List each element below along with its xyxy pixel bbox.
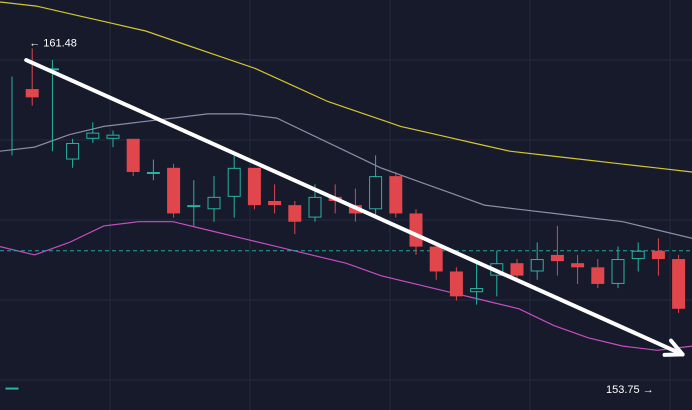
candle-body [126, 138, 140, 172]
candle-body [571, 263, 585, 268]
candle-body [25, 89, 39, 98]
candle-body [86, 132, 100, 139]
candle-body [470, 288, 484, 293]
lower-band-line [0, 221, 692, 351]
candles [5, 48, 686, 390]
candle-body [611, 259, 625, 284]
candle-body [66, 142, 80, 160]
candle-body [510, 263, 524, 276]
candle-body [591, 267, 605, 284]
upper-band-line [0, 1, 692, 173]
bollinger-bands [0, 1, 692, 351]
candle-body [247, 167, 261, 206]
candle-body [106, 134, 120, 139]
candle-body [187, 205, 201, 208]
candle-body [651, 250, 665, 260]
candle-body [631, 250, 645, 260]
candle-body [409, 213, 423, 247]
candle-body [308, 196, 322, 218]
candle-body [227, 167, 241, 197]
candle-body [429, 246, 443, 272]
candle-body [369, 176, 383, 210]
middle-band-line [0, 113, 692, 239]
candle-body [389, 176, 403, 214]
trend-arrow-head [662, 338, 685, 357]
candle-body [5, 387, 19, 390]
low-price-label: 153.75 → [606, 384, 654, 396]
candle-body [167, 167, 181, 214]
candle-body [672, 259, 686, 309]
trend-arrow-line [24, 58, 685, 357]
trend-arrow [24, 58, 685, 357]
candle-body [146, 171, 160, 174]
candle-body [550, 254, 564, 262]
candle-body [207, 196, 221, 210]
candle-body [530, 259, 544, 272]
high-price-label: ← 161.48 [29, 37, 77, 49]
candle-body [268, 201, 282, 206]
candle-body [449, 271, 463, 297]
candle-body [288, 205, 302, 222]
